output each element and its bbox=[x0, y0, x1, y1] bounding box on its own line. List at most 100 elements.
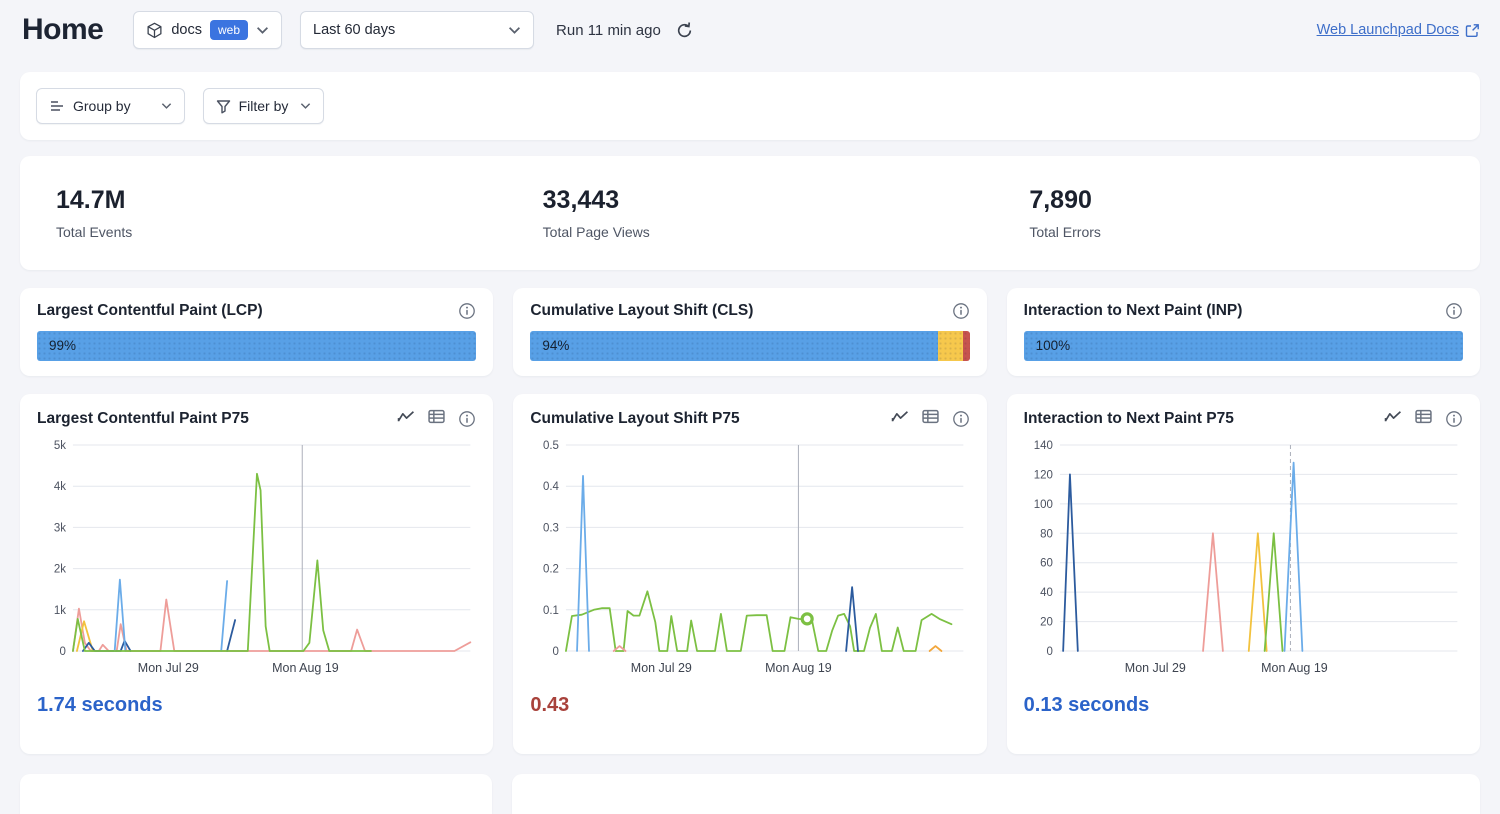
svg-text:3k: 3k bbox=[54, 522, 66, 534]
inp-score-bar: 100% bbox=[1024, 331, 1463, 361]
web-launchpad-docs-link[interactable]: Web Launchpad Docs bbox=[1317, 22, 1480, 38]
chevron-down-icon bbox=[161, 102, 172, 110]
svg-text:Mon Aug 19: Mon Aug 19 bbox=[1261, 661, 1328, 675]
score-percentage-label: 100% bbox=[1036, 331, 1071, 361]
filter-by-label: Filter by bbox=[239, 98, 289, 114]
stat-total-errors: 7,890 Total Errors bbox=[993, 186, 1480, 240]
summary-stats: 14.7M Total Events 33,443 Total Page Vie… bbox=[20, 156, 1480, 270]
refresh-icon bbox=[675, 21, 694, 40]
cls-score-card: Cumulative Layout Shift (CLS) 94% bbox=[513, 288, 986, 376]
cls-p75-value: 0.43 bbox=[530, 694, 969, 717]
chevron-down-icon bbox=[256, 26, 269, 35]
info-icon[interactable] bbox=[458, 302, 476, 320]
info-icon[interactable] bbox=[952, 302, 970, 320]
refresh-button[interactable] bbox=[673, 19, 696, 42]
svg-text:0.5: 0.5 bbox=[543, 440, 559, 452]
svg-text:100: 100 bbox=[1033, 499, 1052, 511]
svg-text:140: 140 bbox=[1033, 440, 1052, 452]
svg-text:Mon Jul 29: Mon Jul 29 bbox=[631, 661, 692, 675]
svg-text:Mon Jul 29: Mon Jul 29 bbox=[138, 661, 199, 675]
chevron-down-icon bbox=[508, 26, 521, 35]
partial-card bbox=[20, 774, 492, 814]
last-run-status: Run 11 min ago bbox=[556, 22, 661, 39]
filter-funnel-icon bbox=[216, 99, 231, 114]
info-icon[interactable] bbox=[952, 410, 970, 428]
lcp-score-card: Largest Contentful Paint (LCP) 99% bbox=[20, 288, 493, 376]
group-by-icon bbox=[49, 99, 65, 113]
stat-total-page-views: 33,443 Total Page Views bbox=[507, 186, 994, 240]
external-link-icon bbox=[1465, 23, 1480, 38]
inp-p75-chart: 0 20 40 60 80 100 120 140 Mon Jul 29 Mon Aug 19 bbox=[1024, 433, 1463, 678]
stat-label: Total Events bbox=[56, 224, 507, 240]
group-by-label: Group by bbox=[73, 98, 131, 114]
cls-p75-card: Cumulative Layout Shift P75 00.10.20.30.… bbox=[513, 394, 986, 754]
date-range-label: Last 60 days bbox=[313, 22, 395, 38]
stat-total-events: 14.7M Total Events bbox=[20, 186, 507, 240]
svg-text:0.4: 0.4 bbox=[543, 481, 560, 493]
project-platform-badge: web bbox=[210, 20, 248, 40]
docs-link-label: Web Launchpad Docs bbox=[1317, 22, 1459, 38]
svg-text:Mon Jul 29: Mon Jul 29 bbox=[1124, 661, 1185, 675]
lcp-p75-value: 1.74 seconds bbox=[37, 694, 476, 717]
partial-card bbox=[512, 774, 1480, 814]
svg-text:0.2: 0.2 bbox=[543, 564, 559, 576]
svg-text:60: 60 bbox=[1040, 558, 1053, 570]
score-bar-segment bbox=[963, 331, 970, 361]
project-name: docs bbox=[171, 22, 202, 38]
score-bar-segment bbox=[938, 331, 963, 361]
svg-text:Mon Aug 19: Mon Aug 19 bbox=[765, 661, 832, 675]
cls-p75-chart: 00.10.20.30.40.5Mon Jul 29Mon Aug 19 bbox=[530, 433, 969, 678]
filter-by-button[interactable]: Filter by bbox=[203, 88, 325, 124]
card-title: Interaction to Next Paint (INP) bbox=[1024, 302, 1243, 320]
svg-text:0: 0 bbox=[553, 646, 559, 658]
next-row-partial bbox=[20, 774, 1480, 814]
top-bar: Home docs web Last 60 days Run 11 min ag… bbox=[20, 0, 1480, 42]
inp-p75-card: Interaction to Next Paint P75 0 20 40 60 80 1… bbox=[1007, 394, 1480, 754]
card-title: Cumulative Layout Shift P75 bbox=[530, 410, 739, 428]
svg-text:1k: 1k bbox=[54, 605, 66, 617]
svg-text:0: 0 bbox=[1046, 646, 1052, 658]
p75-charts-row: Largest Contentful Paint P75 01k2k3k4k5k… bbox=[20, 394, 1480, 754]
card-title: Cumulative Layout Shift (CLS) bbox=[530, 302, 753, 320]
svg-text:20: 20 bbox=[1040, 617, 1053, 629]
info-icon[interactable] bbox=[458, 410, 476, 428]
card-title: Largest Contentful Paint P75 bbox=[37, 410, 249, 428]
score-bar-segment bbox=[1024, 331, 1463, 361]
launchpad-page: Home docs web Last 60 days Run 11 min ag… bbox=[0, 0, 1500, 814]
card-title: Interaction to Next Paint P75 bbox=[1024, 410, 1234, 428]
vital-score-row: Largest Contentful Paint (LCP) 99% Cumul… bbox=[20, 288, 1480, 376]
project-cube-icon bbox=[146, 22, 163, 39]
chevron-down-icon bbox=[300, 102, 311, 110]
lcp-p75-card: Largest Contentful Paint P75 01k2k3k4k5k… bbox=[20, 394, 493, 754]
line-chart-view-icon[interactable] bbox=[891, 409, 909, 429]
card-title: Largest Contentful Paint (LCP) bbox=[37, 302, 263, 320]
inp-p75-value: 0.13 seconds bbox=[1024, 694, 1463, 717]
stat-label: Total Errors bbox=[1029, 224, 1480, 240]
inp-score-card: Interaction to Next Paint (INP) 100% bbox=[1007, 288, 1480, 376]
table-view-icon[interactable] bbox=[1415, 409, 1432, 429]
line-chart-view-icon[interactable] bbox=[397, 409, 415, 429]
score-bar-segment bbox=[530, 331, 938, 361]
stat-value: 33,443 bbox=[543, 186, 994, 215]
group-by-button[interactable]: Group by bbox=[36, 88, 185, 124]
table-view-icon[interactable] bbox=[428, 409, 445, 429]
svg-text:120: 120 bbox=[1033, 469, 1052, 481]
svg-text:5k: 5k bbox=[54, 440, 66, 452]
line-chart-view-icon[interactable] bbox=[1384, 409, 1402, 429]
date-range-picker[interactable]: Last 60 days bbox=[300, 11, 534, 49]
score-bar-segment bbox=[37, 331, 476, 361]
info-icon[interactable] bbox=[1445, 410, 1463, 428]
svg-text:0.1: 0.1 bbox=[543, 605, 559, 617]
score-percentage-label: 94% bbox=[542, 331, 569, 361]
stat-label: Total Page Views bbox=[543, 224, 994, 240]
table-view-icon[interactable] bbox=[922, 409, 939, 429]
svg-text:Mon Aug 19: Mon Aug 19 bbox=[272, 661, 339, 675]
svg-text:2k: 2k bbox=[54, 564, 66, 576]
svg-text:80: 80 bbox=[1040, 528, 1053, 540]
cls-score-bar: 94% bbox=[530, 331, 969, 361]
svg-text:40: 40 bbox=[1040, 587, 1053, 599]
stat-value: 14.7M bbox=[56, 186, 507, 215]
info-icon[interactable] bbox=[1445, 302, 1463, 320]
project-picker[interactable]: docs web bbox=[133, 11, 282, 49]
score-percentage-label: 99% bbox=[49, 331, 76, 361]
